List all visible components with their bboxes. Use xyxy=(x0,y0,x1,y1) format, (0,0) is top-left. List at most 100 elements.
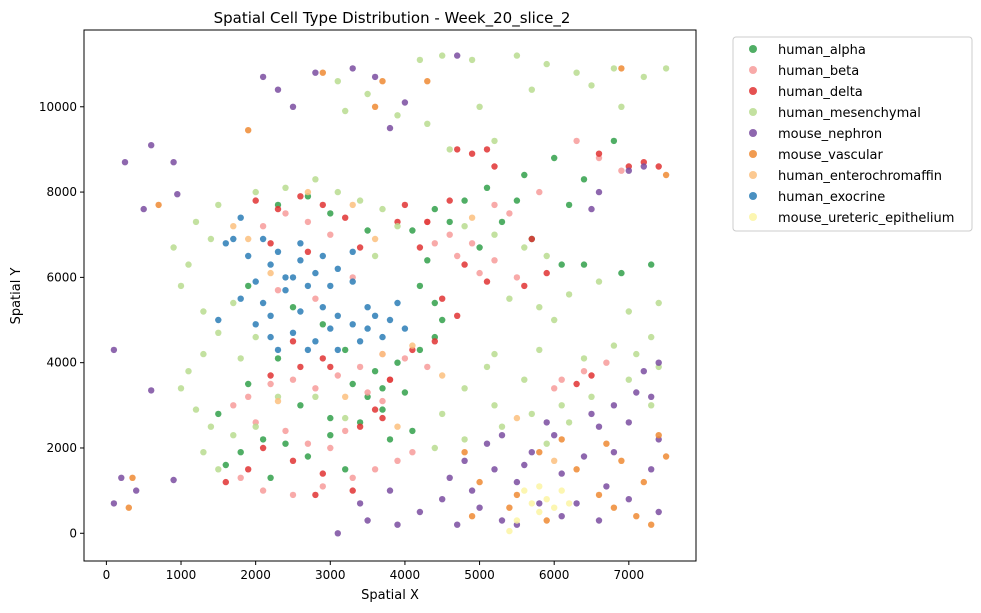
point-mouse_nephron-4 xyxy=(121,159,129,166)
point-human_beta-44 xyxy=(274,287,282,294)
point-human_mesenchymal-0 xyxy=(192,218,200,226)
legend-label-human_delta: human_delta xyxy=(778,85,863,100)
point-human_exocrine-15 xyxy=(327,282,334,290)
point-human_alpha-33 xyxy=(521,171,528,179)
point-human_delta-3 xyxy=(319,201,326,209)
point-human_beta-27 xyxy=(327,231,334,238)
point-human_alpha-12 xyxy=(416,346,424,354)
x-tick-label-2: 2000 xyxy=(240,568,271,582)
point-human_delta-32 xyxy=(319,470,326,477)
point-mouse_nephron-65 xyxy=(521,461,528,469)
point-mouse_nephron-2 xyxy=(110,500,118,507)
point-human_exocrine-23 xyxy=(312,338,319,345)
point-human_enterochromaffin-6 xyxy=(379,350,386,358)
point-mouse_nephron-11 xyxy=(446,474,453,481)
point-human_beta-30 xyxy=(468,240,476,247)
point-mouse_vascular-19 xyxy=(543,517,550,524)
point-human_exocrine-26 xyxy=(371,312,379,319)
point-human_mesenchymal-13 xyxy=(230,432,237,439)
point-mouse_nephron-50 xyxy=(349,65,356,72)
point-human_beta-9 xyxy=(424,363,431,371)
point-human_delta-47 xyxy=(416,244,424,251)
point-mouse_vascular-21 xyxy=(468,513,476,520)
point-human_beta-31 xyxy=(491,257,498,264)
point-mouse_vascular-10 xyxy=(536,449,543,456)
y-tick-label-5: 10000 xyxy=(39,100,77,114)
point-human_delta-45 xyxy=(349,487,356,494)
point-mouse_nephron-61 xyxy=(610,449,618,456)
point-human_delta-33 xyxy=(222,478,229,486)
point-mouse_vascular-14 xyxy=(640,478,647,486)
y-axis: 0 2000 4000 6000 8000 10000 xyxy=(39,100,84,540)
point-human_alpha-41 xyxy=(342,346,349,354)
point-human_delta-14 xyxy=(491,163,498,170)
point-human_exocrine-24 xyxy=(327,325,334,332)
point-human_beta-41 xyxy=(618,167,625,174)
point-human_alpha-44 xyxy=(297,402,304,409)
point-human_alpha-54 xyxy=(401,389,409,396)
point-mouse_ureteric_epithelium-6 xyxy=(513,517,521,524)
point-human_mesenchymal-49 xyxy=(439,410,446,418)
point-mouse_nephron-42 xyxy=(364,517,371,524)
point-human_mesenchymal-40 xyxy=(536,346,543,354)
point-human_beta-14 xyxy=(289,491,297,499)
point-human_exocrine-3 xyxy=(274,248,282,255)
point-mouse_vascular-0 xyxy=(125,504,132,511)
point-human_exocrine-38 xyxy=(297,257,304,264)
point-mouse_nephron-57 xyxy=(640,163,647,170)
point-human_beta-38 xyxy=(551,385,558,392)
point-human_mesenchymal-61 xyxy=(610,65,618,72)
legend-frame xyxy=(732,36,973,232)
point-human_beta-33 xyxy=(476,269,483,277)
point-human_mesenchymal-6 xyxy=(200,350,207,358)
point-human_exocrine-37 xyxy=(215,316,222,324)
point-human_mesenchymal-25 xyxy=(394,223,401,230)
point-human_mesenchymal-78 xyxy=(633,350,640,358)
point-mouse_nephron-28 xyxy=(498,432,506,439)
point-mouse_nephron-33 xyxy=(610,402,618,409)
point-human_beta-36 xyxy=(580,368,588,375)
point-human_exocrine-41 xyxy=(282,274,289,281)
point-human_mesenchymal-57 xyxy=(468,56,476,64)
point-human_beta-2 xyxy=(267,380,274,388)
point-mouse_nephron-44 xyxy=(356,500,364,507)
point-human_mesenchymal-1 xyxy=(207,235,215,243)
point-mouse_nephron-12 xyxy=(468,487,476,494)
point-human_enterochromaffin-13 xyxy=(468,214,476,221)
point-human_delta-44 xyxy=(312,491,319,499)
point-mouse_ureteric_epithelium-8 xyxy=(558,487,565,494)
point-human_enterochromaffin-14 xyxy=(394,423,401,430)
point-human_delta-31 xyxy=(289,457,297,464)
point-mouse_nephron-25 xyxy=(595,517,603,524)
legend-label-human_beta: human_beta xyxy=(778,64,859,79)
point-human_beta-29 xyxy=(446,231,453,238)
point-mouse_nephron-39 xyxy=(439,496,446,503)
point-human_delta-15 xyxy=(461,261,468,268)
point-human_alpha-10 xyxy=(371,368,379,375)
point-human_exocrine-25 xyxy=(349,321,356,328)
point-human_beta-49 xyxy=(431,240,438,247)
point-human_alpha-0 xyxy=(222,461,229,469)
point-mouse_nephron-13 xyxy=(491,466,498,473)
point-human_beta-4 xyxy=(312,385,319,392)
legend-marker-human_exocrine xyxy=(749,192,757,200)
point-human_mesenchymal-37 xyxy=(648,333,655,341)
point-mouse_ureteric_epithelium-2 xyxy=(536,483,543,490)
point-mouse_vascular-8 xyxy=(476,478,483,486)
point-human_delta-39 xyxy=(573,380,580,388)
point-human_beta-22 xyxy=(304,440,312,447)
point-human_mesenchymal-8 xyxy=(177,385,185,392)
point-mouse_nephron-38 xyxy=(483,440,491,447)
point-human_exocrine-14 xyxy=(304,282,312,290)
point-human_mesenchymal-65 xyxy=(528,86,535,93)
point-mouse_ureteric_epithelium-3 xyxy=(543,496,550,503)
point-human_exocrine-31 xyxy=(334,346,341,354)
point-human_mesenchymal-42 xyxy=(461,385,468,392)
point-human_beta-34 xyxy=(454,252,461,260)
point-human_beta-13 xyxy=(259,487,267,494)
point-human_mesenchymal-20 xyxy=(282,184,289,191)
point-human_mesenchymal-50 xyxy=(461,436,468,443)
point-mouse_nephron-19 xyxy=(558,470,565,477)
point-mouse_nephron-48 xyxy=(259,73,267,81)
point-mouse_nephron-60 xyxy=(461,457,468,464)
